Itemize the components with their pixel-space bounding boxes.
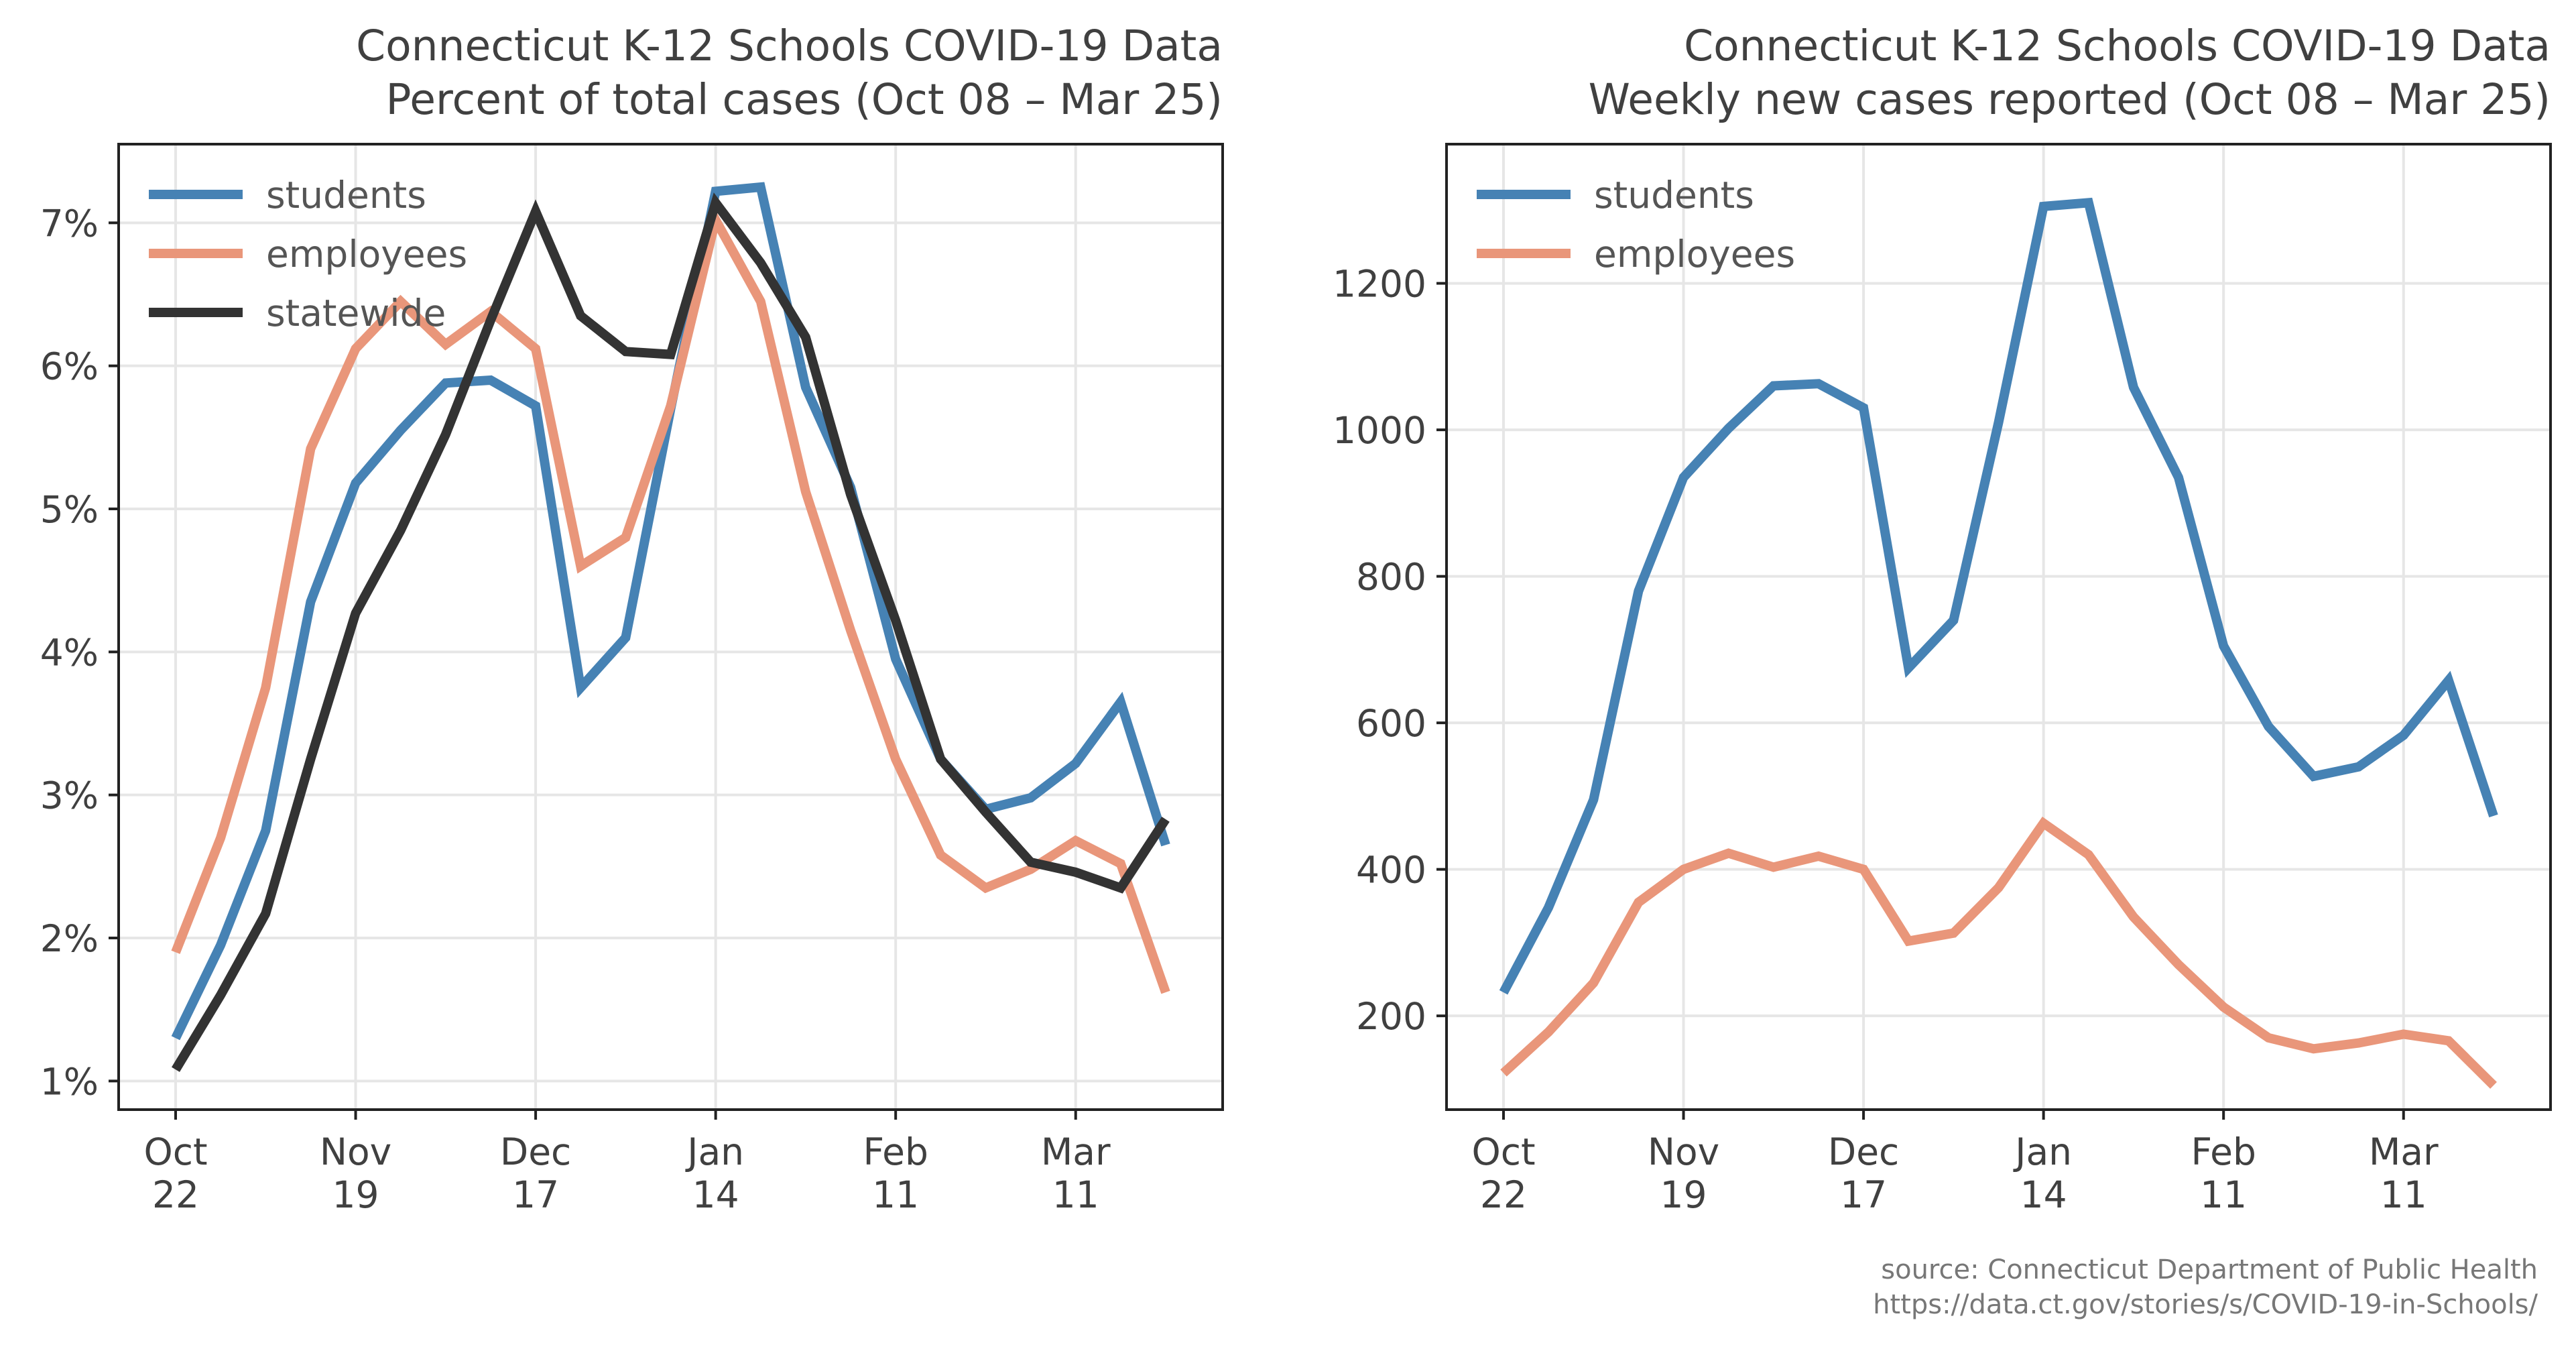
gridlines [1447, 144, 2551, 1110]
source-note: source: Connecticut Department of Public… [1331, 1252, 2538, 1322]
chart-subtitle: Weekly new cases reported (Oct 08 – Mar … [1589, 75, 2551, 124]
x-tick-label-day: 14 [692, 1173, 739, 1216]
x-tick-label-day: 22 [1480, 1173, 1527, 1216]
y-axis: 200 400 600 800 1000 1200 [1333, 263, 1447, 1038]
series-line-employees [1500, 817, 2497, 1089]
y-tick-label: 3% [40, 774, 99, 817]
x-tick-label-day: 11 [2380, 1173, 2427, 1216]
chart-title: Connecticut K-12 Schools COVID-19 Data [1684, 21, 2551, 70]
source-line-1: source: Connecticut Department of Public… [1881, 1254, 2538, 1285]
chart-panel-1: Connecticut K-12 Schools COVID-19 Data Pe… [40, 21, 1224, 1216]
y-tick-label: 1200 [1333, 263, 1426, 306]
x-tick-label-day: 11 [2200, 1173, 2247, 1216]
x-tick-label-month: Nov [320, 1130, 391, 1173]
plot-frame [1445, 143, 2552, 1111]
y-tick-label: 600 [1356, 702, 1426, 745]
legend-label-students: students [1594, 174, 1754, 217]
x-tick-label-day: 17 [1840, 1173, 1887, 1216]
y-tick-label: 400 [1356, 849, 1426, 892]
x-tick-label-day: 19 [1660, 1173, 1707, 1216]
source-line-2: https://data.ct.gov/stories/s/COVID-19-i… [1873, 1289, 2538, 1320]
y-tick-label: 5% [40, 488, 99, 531]
legend-label-employees: employees [266, 233, 467, 276]
x-tick-label-month: Nov [1648, 1130, 1719, 1173]
chart-panel-2: Connecticut K-12 Schools COVID-19 Data We… [1333, 21, 2552, 1216]
y-tick-label: 1% [40, 1060, 99, 1103]
plot-frame [117, 143, 1224, 1111]
y-tick-label: 800 [1356, 556, 1426, 599]
series-line-employees [171, 207, 1170, 994]
y-tick-label: 2% [40, 917, 99, 960]
legend-label-statewide: statewide [266, 292, 446, 335]
y-tick-label: 4% [40, 631, 99, 674]
x-tick-label-day: 19 [332, 1173, 379, 1216]
series-lines [1499, 197, 2498, 1089]
y-tick-label: 200 [1356, 995, 1426, 1038]
chart-title: Connecticut K-12 Schools COVID-19 Data [356, 21, 1223, 70]
legend-label-students: students [266, 174, 426, 217]
legend-label-employees: employees [1594, 233, 1795, 276]
chart-subtitle: Percent of total cases (Oct 08 – Mar 25) [386, 75, 1223, 124]
x-tick-label-month: Mar [2369, 1130, 2439, 1173]
x-tick-label-day: 14 [2020, 1173, 2067, 1216]
series-line-students [1499, 197, 2498, 995]
x-tick-label-day: 22 [152, 1173, 199, 1216]
x-tick-label-day: 11 [872, 1173, 919, 1216]
y-tick-label: 1000 [1333, 409, 1426, 452]
series-line-statewide [172, 192, 1170, 1072]
x-tick-label-month: Mar [1041, 1130, 1111, 1173]
x-tick-label-month: Dec [500, 1130, 571, 1173]
x-tick-label-day: 17 [512, 1173, 559, 1216]
x-tick-label-day: 11 [1052, 1173, 1099, 1216]
x-tick-label-month: Oct [143, 1130, 207, 1173]
legend: students employees statewide [149, 174, 467, 335]
legend: students employees [1477, 174, 1795, 276]
y-tick-label: 7% [40, 202, 99, 245]
x-tick-label-month: Feb [2191, 1130, 2256, 1173]
x-tick-label-month: Jan [685, 1130, 744, 1173]
x-tick-label-month: Feb [863, 1130, 928, 1173]
y-axis: 1% 2% 3% 4% 5% 6% 7% [40, 202, 119, 1103]
series-lines [171, 182, 1170, 1072]
x-tick-label-month: Dec [1828, 1130, 1899, 1173]
y-tick-label: 6% [40, 345, 99, 388]
x-tick-label-month: Oct [1471, 1130, 1535, 1173]
x-tick-label-month: Jan [2013, 1130, 2072, 1173]
